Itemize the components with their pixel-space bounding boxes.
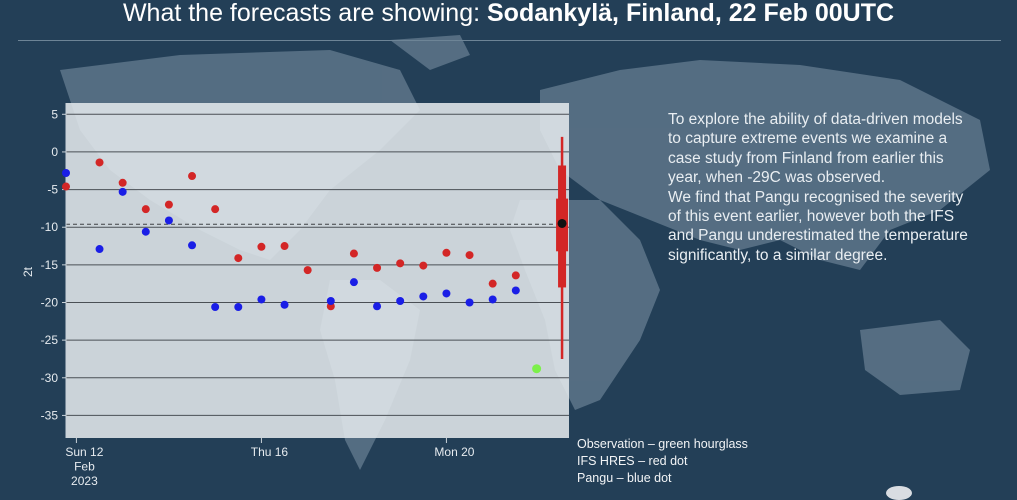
data-point: [511, 286, 520, 295]
data-point: [62, 169, 70, 178]
data-point: [118, 178, 127, 187]
x-tick-label: Mon 20: [434, 445, 474, 459]
data-point: [95, 245, 104, 254]
box-median: [557, 218, 567, 228]
data-point: [442, 289, 451, 298]
title-location: Sodankylä, Finland, 22 Feb 00UTC: [487, 0, 895, 27]
title-prefix: What the forecasts are showing:: [122, 0, 487, 27]
data-point: [419, 292, 428, 301]
y-tick-label: -35: [41, 408, 59, 422]
data-point: [141, 227, 150, 236]
legend-ifs-hres: IFS HRES – red dot: [577, 454, 688, 468]
y-tick-label: -10: [41, 220, 59, 234]
data-point: [95, 158, 104, 167]
data-point: [373, 263, 382, 272]
y-tick-label: -15: [41, 258, 59, 272]
explanation-paragraph-2: We find that Pangu recognised the severi…: [668, 188, 968, 264]
explanation-text: To explore the ability of data-driven mo…: [668, 110, 968, 265]
x-tick-label: Feb: [74, 460, 95, 474]
y-tick-label: -30: [41, 371, 59, 385]
data-point: [188, 241, 197, 250]
legend-observation: Observation – green hourglass: [577, 437, 748, 451]
data-point: [488, 295, 497, 304]
data-point: [349, 249, 358, 258]
data-point: [164, 216, 173, 225]
data-point: [234, 254, 243, 263]
data-point: [211, 303, 220, 312]
data-point: [280, 300, 289, 309]
legend: Observation – green hourglass IFS HRES –…: [577, 436, 748, 487]
observation-point: [532, 364, 542, 374]
slide-title: What the forecasts are showing: Sodankyl…: [0, 0, 1017, 28]
data-point: [257, 242, 266, 251]
data-point: [326, 296, 335, 305]
data-point: [280, 242, 289, 251]
x-tick-label: Sun 12: [65, 445, 103, 459]
x-tick-label: Thu 16: [251, 445, 289, 459]
data-point: [373, 302, 382, 311]
data-point: [211, 205, 220, 214]
y-tick-label: 0: [51, 145, 58, 159]
data-point: [62, 182, 70, 191]
y-tick-label: -25: [41, 333, 59, 347]
title-divider: [18, 40, 1001, 41]
data-point: [303, 266, 312, 275]
x-tick-label: 2023: [71, 474, 98, 488]
data-point: [465, 298, 474, 307]
y-axis-label: 2t: [21, 266, 35, 277]
data-point: [442, 248, 451, 257]
legend-pangu: Pangu – blue dot: [577, 471, 672, 485]
y-tick-label: -20: [41, 295, 59, 309]
plot-area: [66, 103, 569, 438]
data-point: [465, 251, 474, 260]
y-tick-label: 5: [51, 107, 58, 121]
data-point: [188, 172, 197, 181]
data-point: [141, 205, 150, 214]
y-tick-label: -5: [47, 183, 58, 197]
data-point: [396, 296, 405, 305]
data-point: [164, 200, 173, 209]
data-point: [257, 295, 266, 304]
data-point: [488, 279, 497, 288]
data-point: [396, 259, 405, 268]
data-point: [511, 271, 520, 280]
data-point: [234, 303, 243, 312]
data-point: [118, 187, 127, 196]
explanation-paragraph-1: To explore the ability of data-driven mo…: [668, 111, 963, 187]
overlay-control: [886, 486, 912, 500]
data-point: [349, 278, 358, 287]
data-point: [419, 261, 428, 270]
